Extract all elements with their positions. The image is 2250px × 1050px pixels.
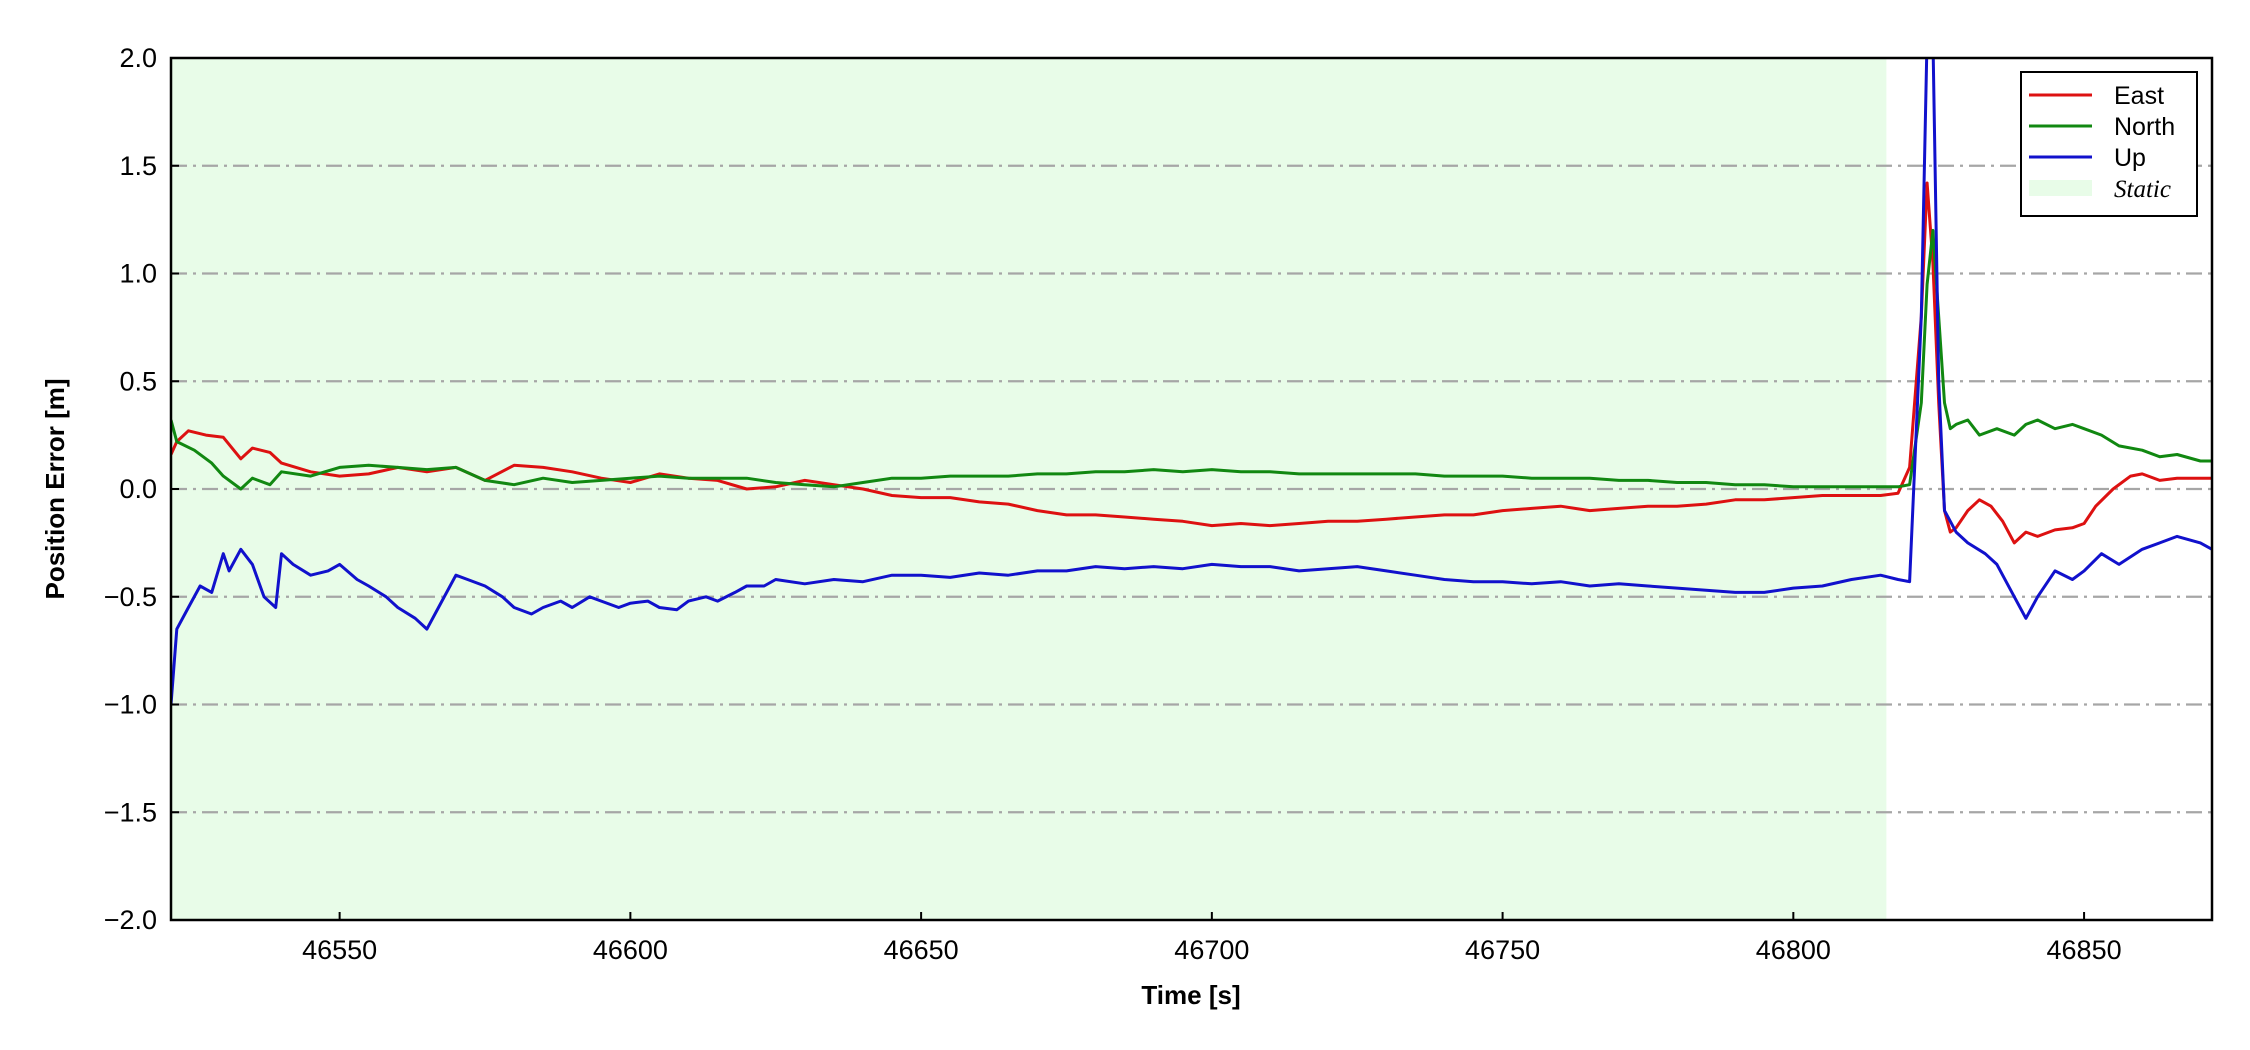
y-axis-label: Position Error [m] [40, 378, 70, 599]
series-line-north [171, 228, 2212, 491]
x-tick-label: 46650 [884, 935, 959, 965]
y-tick-label: 0.0 [119, 474, 157, 504]
y-tick-label: 1.0 [119, 259, 157, 289]
y-tick-label: 2.0 [119, 43, 157, 73]
legend: East North Up Static [2020, 71, 2198, 217]
x-tick-label: 46550 [302, 935, 377, 965]
y-tick-label: −1.0 [104, 690, 157, 720]
legend-label-east: East [2114, 82, 2164, 110]
y-tick-label: −1.5 [104, 797, 157, 827]
y-tick-label: −2.0 [104, 905, 157, 935]
x-tick-label: 46700 [1174, 935, 1249, 965]
x-axis-label: Time [s] [1141, 980, 1240, 1010]
x-tick-label: 46600 [593, 935, 668, 965]
series-line-up [171, 58, 2212, 705]
legend-label-up: Up [2114, 144, 2146, 172]
y-tick-label: −0.5 [104, 582, 157, 612]
series-layer [171, 58, 2212, 705]
legend-label-static: Static [2114, 176, 2171, 203]
legend-label-north: North [2114, 113, 2175, 141]
x-tick-label: 46750 [1465, 935, 1540, 965]
y-tick-label: 1.5 [119, 151, 157, 181]
tick-layer: −2.0 −1.5 −1.0 −0.5 0.0 0.5 1.0 1.5 2.0 46550 4660… [104, 43, 2122, 965]
legend-swatch-static [2029, 180, 2092, 196]
x-tick-label: 46850 [2047, 935, 2122, 965]
y-tick-label: 0.5 [119, 366, 157, 396]
x-tick-label: 46800 [1756, 935, 1831, 965]
